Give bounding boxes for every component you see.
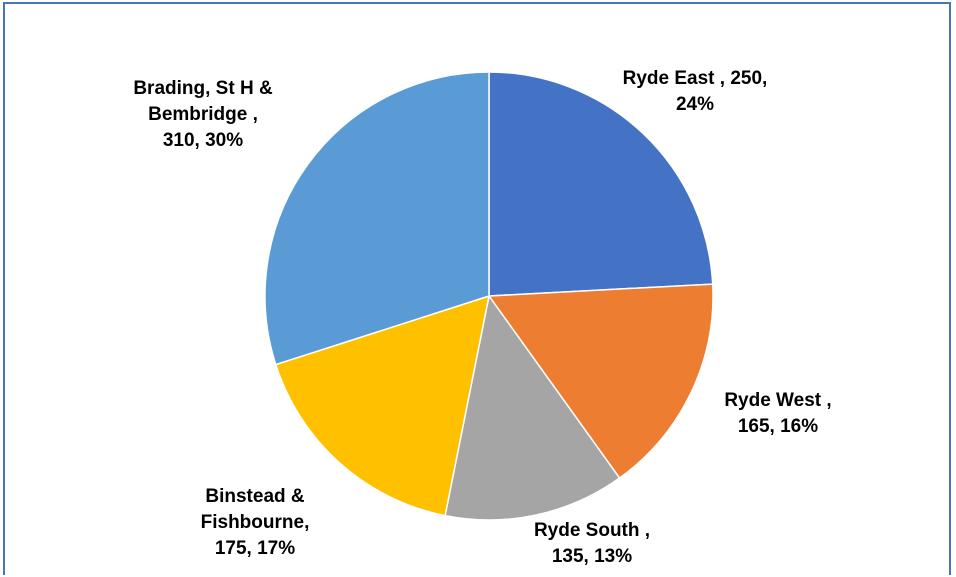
data-label-ryde-east: Ryde East , 250, 24% [623, 68, 768, 115]
data-label-line: 165, 16% [738, 416, 818, 437]
data-label-line: Fishbourne, [201, 512, 310, 533]
pie-slice-ryde-east [488, 71, 714, 297]
data-label-brading-st-h-bembridge: Brading, St H & Bembridge , 310, 30% [133, 78, 273, 151]
data-label-line: Ryde East , 250, [623, 68, 768, 89]
data-label-line: Ryde South , [534, 520, 650, 541]
data-label-line: Bembridge , [148, 104, 258, 125]
pie-slice-ryde-south [444, 294, 621, 521]
data-label-ryde-west: Ryde West , 165, 16% [724, 390, 831, 437]
pie-chart: Ryde East , 250, 24%Ryde West , 165, 16%Ry… [133, 68, 831, 567]
data-label-line: Brading, St H & [133, 78, 273, 99]
data-label-line: 310, 30% [163, 130, 243, 151]
pie-slice-binstead-fishbourne [274, 294, 490, 517]
chart-frame: Ryde East , 250, 24% Ryde West , 165, 16% Ry… [3, 2, 951, 575]
data-label-binstead-fishbourne: Binstead & Fishbourne, 175, 17% [201, 486, 310, 559]
data-label-line: 135, 13% [552, 546, 632, 567]
data-label-line: 24% [676, 94, 714, 115]
pie-labels: Ryde East , 250, 24%Ryde West , 165, 16%Ry… [133, 68, 831, 567]
pie-slices [264, 71, 714, 521]
data-label-line: Binstead & [205, 486, 305, 507]
data-label-line: 175, 17% [215, 538, 295, 559]
data-label-ryde-south: Ryde South , 135, 13% [534, 520, 650, 567]
data-label-line: Ryde West , [724, 390, 831, 411]
pie-slice-ryde-west [487, 283, 714, 480]
pie-slice-brading-st-h-bembridge [264, 71, 490, 366]
